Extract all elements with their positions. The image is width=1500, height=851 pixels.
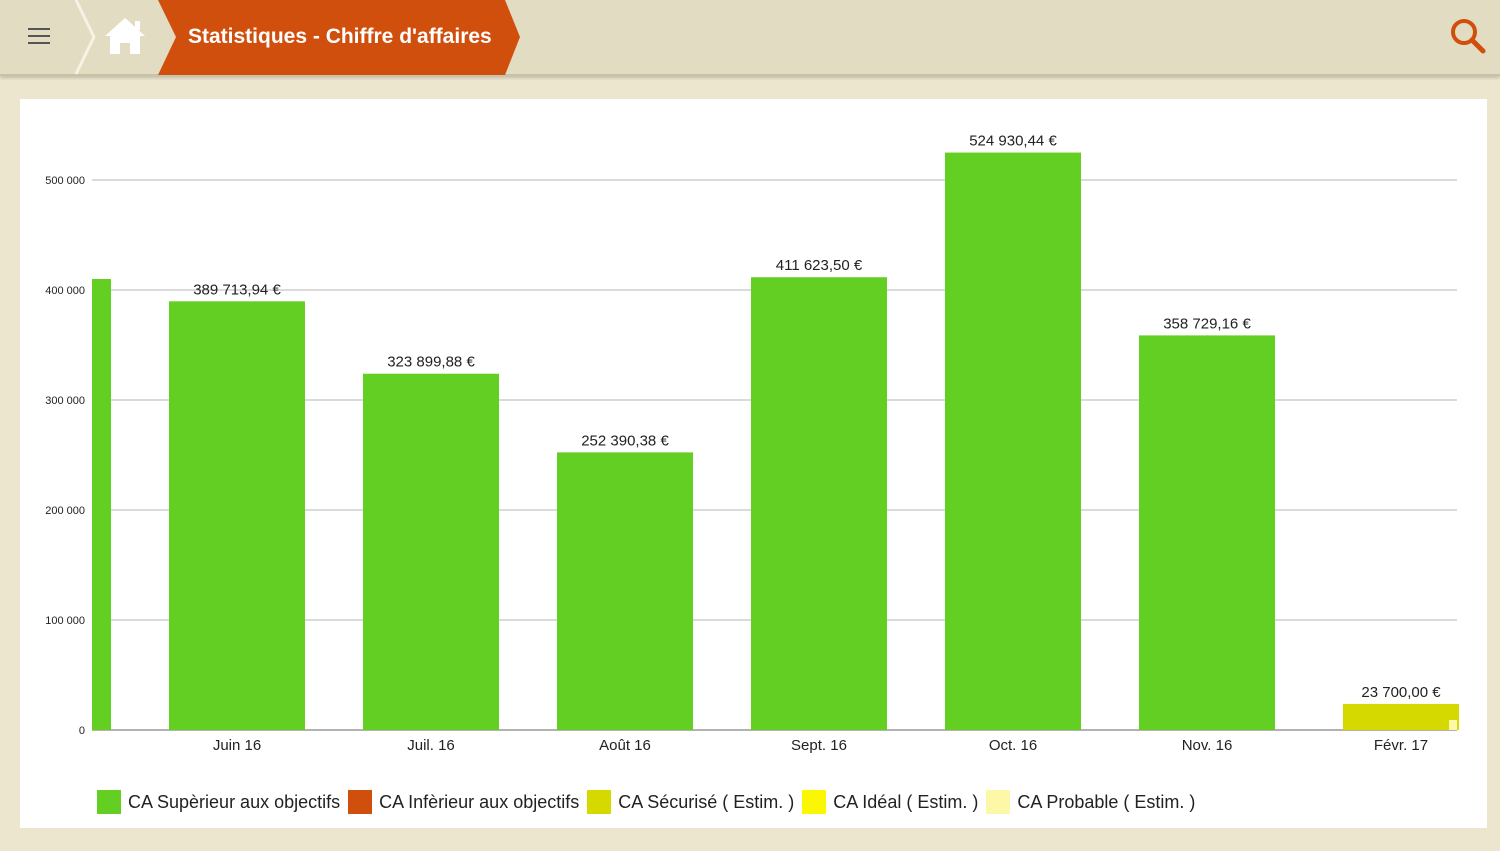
bar [363, 373, 499, 730]
legend-swatch [97, 790, 121, 814]
legend-label: CA Probable ( Estim. ) [1017, 791, 1196, 812]
revenue-bar-chart: 0 100 000 200 000 300 000 400 000 500 000 389 … [45, 133, 1459, 754]
legend-swatch [587, 790, 612, 814]
breadcrumb-separator-1 [74, 0, 96, 75]
search-icon [1451, 19, 1486, 54]
y-tick-label: 400 000 [45, 285, 85, 297]
bar [169, 301, 305, 730]
bar [751, 277, 887, 730]
y-tick-label: 0 [79, 725, 85, 737]
legend-item: CA Supèrieur aux objectifs [97, 790, 340, 814]
y-tick-label: 200 000 [45, 505, 85, 517]
breadcrumb [74, 0, 520, 75]
data-label: 358 729,16 € [1163, 315, 1251, 332]
app-header: Statistiques - Chiffre d'affaires [0, 0, 1500, 76]
legend-label: CA Infèrieur aux objectifs [379, 791, 580, 812]
data-label: 389 713,94 € [193, 281, 281, 298]
search-button[interactable] [1448, 16, 1488, 56]
bar [1139, 335, 1275, 730]
chart-legend: CA Supèrieur aux objectifs CA Infèrieur a… [97, 788, 1203, 816]
x-tick-label: Oct. 16 [989, 737, 1037, 754]
legend-swatch [802, 790, 827, 814]
x-tick-label: Août 16 [599, 737, 651, 754]
legend-label: CA Idéal ( Estim. ) [833, 791, 979, 812]
page-title: Statistiques - Chiffre d'affaires [188, 25, 492, 48]
x-tick-label: Févr. 17 [1374, 737, 1428, 754]
legend-label: CA Sécurisé ( Estim. ) [618, 791, 795, 812]
hamburger-menu-icon [28, 28, 50, 30]
x-tick-label: Sept. 16 [791, 737, 847, 754]
data-label: 323 899,88 € [387, 354, 475, 371]
x-tick-label: Nov. 16 [1182, 737, 1233, 754]
data-label: 411 623,50 € [776, 257, 863, 274]
legend-swatch [986, 790, 1011, 814]
menu-button[interactable] [18, 20, 60, 54]
x-tick-label: Juil. 16 [407, 737, 455, 754]
legend-swatch [348, 790, 373, 814]
y-tick-label: 500 000 [45, 175, 85, 187]
y-tick-label: 300 000 [45, 395, 85, 407]
bar [557, 452, 693, 730]
home-button[interactable] [95, 12, 155, 62]
title-tab [158, 0, 520, 75]
partial-bar-edge [1449, 720, 1457, 730]
data-label: 23 700,00 € [1361, 684, 1441, 701]
legend-item: CA Infèrieur aux objectifs [348, 790, 579, 814]
legend-item: CA Sécurisé ( Estim. ) [587, 790, 794, 814]
bar [1343, 703, 1459, 730]
data-label: 524 930,44 € [969, 133, 1057, 150]
data-label: 252 390,38 € [581, 432, 669, 449]
legend-item: CA Probable ( Estim. ) [986, 790, 1195, 814]
x-tick-label: Juin 16 [213, 737, 261, 754]
legend-item: CA Idéal ( Estim. ) [802, 790, 978, 814]
chart-card: 0 100 000 200 000 300 000 400 000 500 000 389 … [20, 99, 1487, 828]
partial-bar [92, 279, 111, 730]
bar [945, 152, 1081, 730]
legend-label: CA Supèrieur aux objectifs [128, 791, 341, 812]
y-tick-label: 100 000 [45, 615, 85, 627]
home-icon [105, 18, 145, 54]
